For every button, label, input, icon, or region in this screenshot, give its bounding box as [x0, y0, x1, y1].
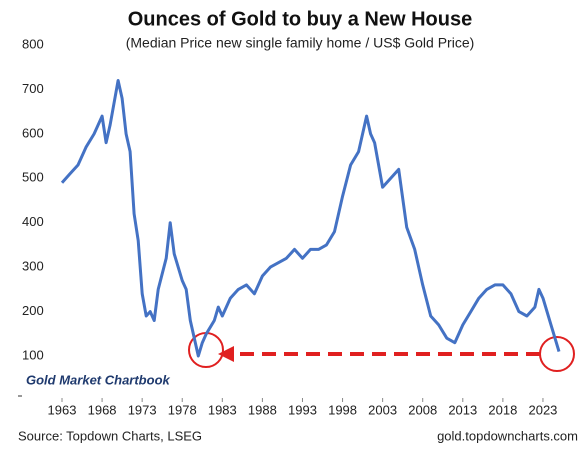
- x-tick-label: 1968: [88, 402, 117, 417]
- x-tick-label: 1978: [168, 402, 197, 417]
- x-tick-label: 1973: [128, 402, 157, 417]
- y-tick-label: 100: [22, 347, 44, 362]
- y-tick-label: 700: [22, 81, 44, 96]
- y-tick-label: 800: [22, 36, 44, 51]
- source-label: Source: Topdown Charts, LSEG: [18, 428, 202, 443]
- x-tick-label: 1983: [208, 402, 237, 417]
- y-tick-label: 400: [22, 214, 44, 229]
- y-tick-label: 300: [22, 259, 44, 274]
- chart-subtitle: (Median Price new single family home / U…: [126, 35, 475, 51]
- data-line: [60, 79, 561, 358]
- arrow-head: [218, 346, 234, 362]
- x-tick-label: 1993: [288, 402, 317, 417]
- x-tick-label: 2013: [448, 402, 477, 417]
- x-tick-label: 2003: [368, 402, 397, 417]
- x-tick-label: 2018: [488, 402, 517, 417]
- x-tick-label: 1998: [328, 402, 357, 417]
- x-tick-label: 1988: [248, 402, 277, 417]
- y-tick-label: 600: [22, 125, 44, 140]
- x-tick-label: 2023: [528, 402, 557, 417]
- brand-label: Gold Market Chartbook: [26, 372, 171, 387]
- chart-title: Ounces of Gold to buy a New House: [128, 8, 472, 30]
- x-tick-label: 2008: [408, 402, 437, 417]
- y-tick-label: 200: [22, 303, 44, 318]
- x-tick-label: 1963: [48, 402, 77, 417]
- y-tick-label: 500: [22, 170, 44, 185]
- website-label: gold.topdowncharts.com: [437, 428, 578, 443]
